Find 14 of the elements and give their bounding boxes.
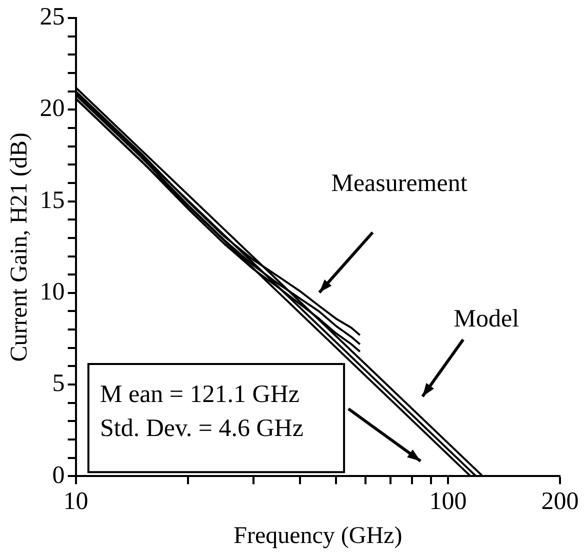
y-tick-label: 25	[40, 4, 65, 31]
annotation: M ean = 121.1 GHz	[100, 381, 300, 408]
y-tick-label: 10	[40, 278, 65, 306]
x-tick-label: 100	[429, 488, 467, 515]
x-axis-title: Frequency (GHz)	[234, 522, 402, 549]
annotation: Std. Dev. = 4.6 GHz	[100, 415, 304, 442]
y-axis-title: Current Gain, H21 (dB)	[6, 132, 33, 362]
annotation: Model	[454, 306, 520, 333]
y-tick-label: 15	[40, 186, 65, 214]
y-tick-label: 5	[52, 370, 65, 398]
y-tick-label: 20	[40, 95, 65, 122]
x-tick-label: 200	[541, 488, 579, 515]
y-tick-label: 0	[52, 462, 65, 489]
annotation: Measurement	[331, 170, 468, 197]
